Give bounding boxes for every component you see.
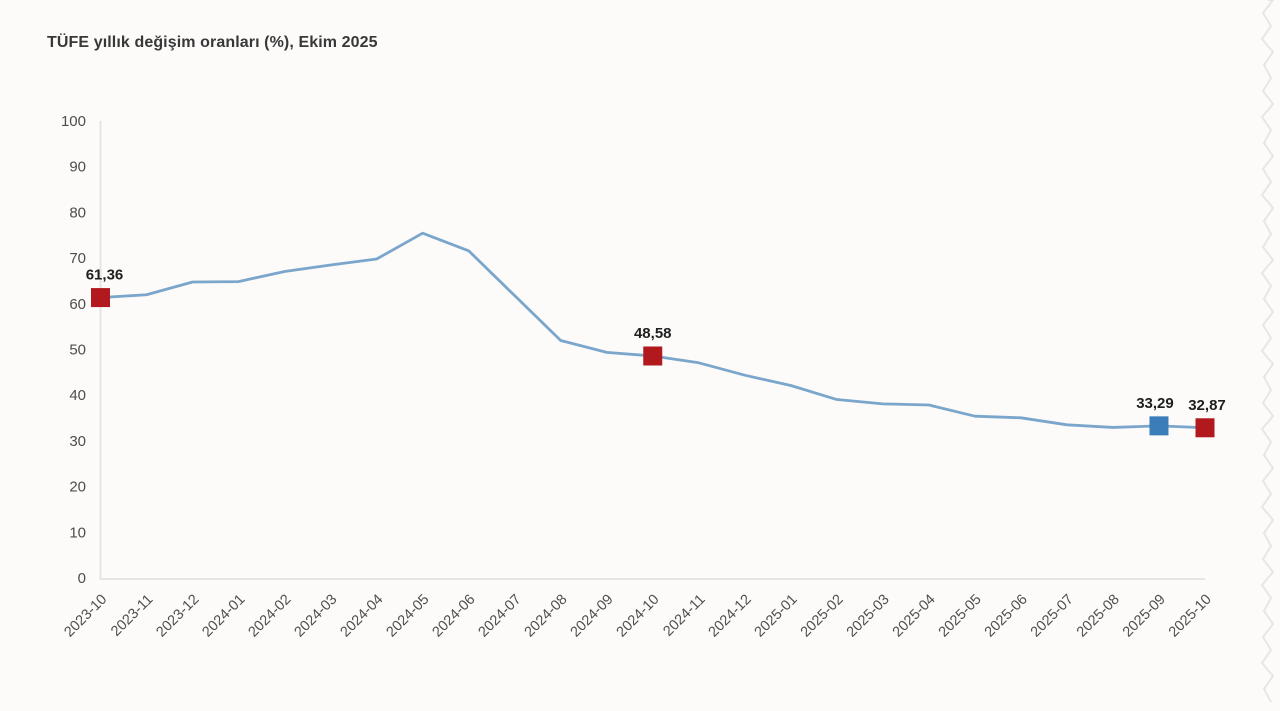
x-axis-tick-label: 2024-12 [706,592,755,641]
data-point-marker [643,346,663,366]
y-axis-tick-label: 60 [69,296,86,313]
x-axis-tick-label: 2023-11 [108,592,156,640]
x-axis-tick-label: 2024-07 [476,592,525,641]
torn-edge-decoration [1260,0,1275,703]
x-axis-tick-label: 2025-09 [1120,592,1169,641]
x-axis-tick-label: 2024-09 [568,592,617,641]
x-axis-tick-label: 2024-04 [338,592,387,641]
x-axis-tick-label: 2025-05 [936,592,985,641]
y-axis-tick-label: 30 [69,433,86,450]
data-point-label: 48,58 [634,325,672,342]
x-axis-tick-label: 2024-05 [384,592,433,641]
x-axis-tick-label: 2024-02 [245,592,294,641]
y-axis-tick-label: 10 [69,524,86,541]
data-point-label: 61,36 [86,267,124,284]
x-axis-tick-label: 2024-10 [614,592,663,641]
chart-title: TÜFE yıllık değişim oranları (%), Ekim 2… [47,34,378,51]
y-axis-tick-label: 40 [69,387,86,404]
x-axis-tick-label: 2023-10 [61,592,110,641]
data-point-marker [1149,416,1169,436]
y-axis-tick-label: 20 [69,479,86,496]
data-point-marker [1195,418,1215,438]
x-axis-tick-label: 2025-04 [890,592,939,641]
x-axis-tick-label: 2023-12 [153,592,202,641]
x-axis-tick-label: 2024-03 [291,592,340,641]
x-axis-tick-label: 2025-08 [1074,592,1123,641]
x-axis-tick-label: 2024-08 [522,592,571,641]
x-axis-tick-label: 2025-06 [982,592,1031,641]
y-axis-tick-label: 0 [78,570,86,587]
data-point-marker [91,288,110,308]
y-axis-tick-label: 100 [61,113,86,130]
x-axis-tick-label: 2025-10 [1166,592,1215,641]
y-axis-tick-label: 50 [69,342,86,359]
data-point-label: 33,29 [1136,395,1174,412]
data-point-label: 32,87 [1188,397,1226,414]
x-axis-tick-label: 2025-03 [844,592,893,641]
x-axis-tick-label: 2025-02 [798,592,847,641]
x-axis-tick-label: 2024-01 [199,592,248,641]
x-axis-tick-label: 2025-01 [752,592,801,641]
y-axis-tick-label: 80 [69,204,86,221]
x-axis-tick-label: 2025-07 [1028,592,1077,641]
y-axis-tick-label: 70 [69,250,86,267]
x-axis-tick-label: 2024-11 [660,592,708,640]
y-axis-tick-label: 90 [69,159,86,176]
x-axis-tick-label: 2024-06 [430,592,479,641]
